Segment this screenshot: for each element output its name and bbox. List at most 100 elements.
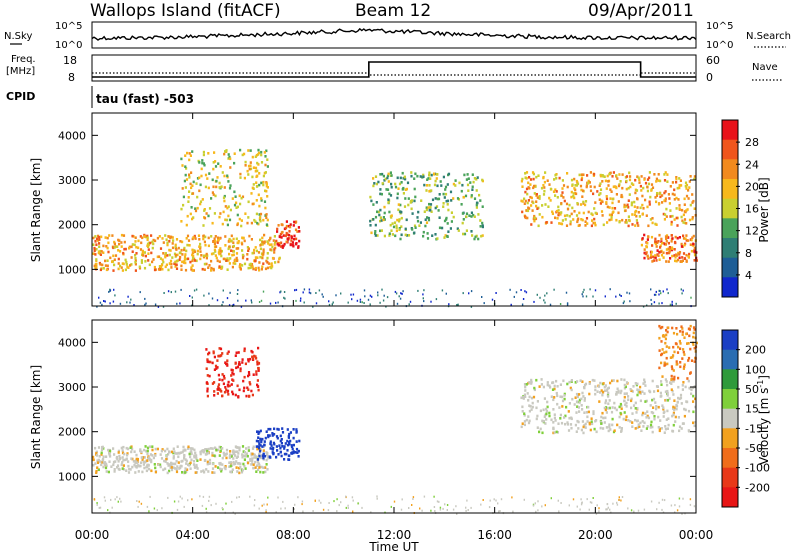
power-cell [207, 152, 210, 155]
power-cell [227, 259, 230, 262]
velocity-cell [227, 393, 230, 396]
velocity-cell [256, 430, 259, 433]
velocity-cell [607, 402, 610, 405]
velocity-cell [236, 365, 239, 369]
velocity-cell [146, 446, 150, 450]
velocity-cell [269, 427, 272, 431]
power-speck [363, 289, 366, 292]
power-cell [474, 235, 477, 239]
velocity-cell [280, 441, 283, 445]
power-cell [185, 257, 188, 261]
power-cell [650, 189, 653, 192]
power-cell [101, 263, 104, 267]
power-cell [398, 218, 401, 221]
power-cell [397, 208, 400, 212]
power-cell [611, 197, 614, 201]
velocity-cell [235, 460, 238, 463]
velocity-cell [262, 452, 265, 456]
power-cell [621, 173, 624, 176]
velocity-cell [548, 414, 551, 418]
velocity-cell [223, 466, 226, 469]
power-cell [263, 240, 266, 243]
power-speck [262, 290, 265, 293]
nave-tick-top: 60 [706, 54, 720, 67]
velocity-cell [641, 411, 645, 415]
power-cell [548, 183, 551, 186]
velocity-cell [673, 375, 676, 379]
power-cell [156, 236, 159, 240]
velocity-cell [673, 377, 676, 381]
velocity-cell [221, 373, 224, 376]
velocity-cell [615, 390, 618, 394]
power-speck [681, 292, 683, 295]
power-cell [663, 179, 667, 182]
velocity-cell [236, 384, 239, 388]
power-cell [265, 223, 268, 226]
power-cell [646, 241, 649, 245]
power-speck [308, 288, 311, 291]
power-cell [226, 268, 229, 271]
velocity-cell [272, 446, 275, 450]
power-cell [607, 184, 610, 187]
freq-tick-top: 18 [63, 54, 77, 67]
velocity-cell [679, 365, 682, 369]
velocity-speck [419, 507, 421, 510]
power-cell [249, 161, 252, 164]
power-cell [428, 171, 431, 175]
velocity-cell [258, 452, 261, 456]
velocity-cell [528, 381, 531, 384]
velocity-cell [236, 470, 239, 473]
velocity-cell [251, 452, 254, 456]
power-cell [167, 268, 170, 272]
power-cell [190, 206, 193, 209]
power-cell [602, 223, 605, 227]
velocity-cell [265, 458, 268, 462]
velocity-cell [135, 457, 138, 461]
velocity-cell [619, 402, 622, 406]
power-cell [446, 183, 449, 186]
velocity-cell [637, 423, 640, 426]
velocity-cell [220, 469, 223, 473]
power-cell [170, 266, 173, 269]
power-cell [124, 268, 127, 272]
velocity-speck [693, 505, 696, 508]
colorbar-swatch [722, 159, 738, 180]
power-speck [108, 290, 110, 293]
power-cell [403, 205, 407, 208]
power-cell [587, 182, 590, 185]
power-cell [264, 171, 267, 174]
power-speck [653, 301, 656, 304]
velocity-cell [658, 427, 661, 431]
power-speck [435, 298, 438, 301]
power-cell [215, 179, 218, 183]
power-cell [693, 253, 697, 257]
power-cell [162, 252, 165, 255]
power-cell [252, 166, 255, 169]
velocity-cell [289, 431, 292, 434]
velocity-cell [604, 389, 607, 392]
velocity-cell [222, 382, 225, 386]
power-cell [570, 190, 573, 194]
velocity-cell [273, 433, 276, 436]
power-cell [151, 246, 154, 250]
power-cell [655, 259, 658, 262]
velocity-cell [218, 454, 221, 457]
velocity-cell [658, 366, 661, 370]
power-cell [625, 205, 628, 208]
velocity-cell [672, 354, 675, 357]
power-cell [658, 192, 662, 195]
power-cell [605, 195, 608, 198]
power-cell [260, 252, 264, 255]
freq-label-1: Freq. [11, 54, 36, 65]
power-cell [636, 175, 639, 178]
power-cell [224, 257, 227, 261]
velocity-cell [230, 470, 233, 474]
power-cell [237, 247, 240, 250]
velocity-cell [636, 426, 639, 429]
power-cell [191, 259, 194, 263]
velocity-cell [151, 448, 154, 452]
velocity-cell [604, 408, 607, 412]
velocity-cell [258, 454, 261, 458]
velocity-cell [248, 394, 251, 398]
velocity-cell [279, 450, 282, 454]
